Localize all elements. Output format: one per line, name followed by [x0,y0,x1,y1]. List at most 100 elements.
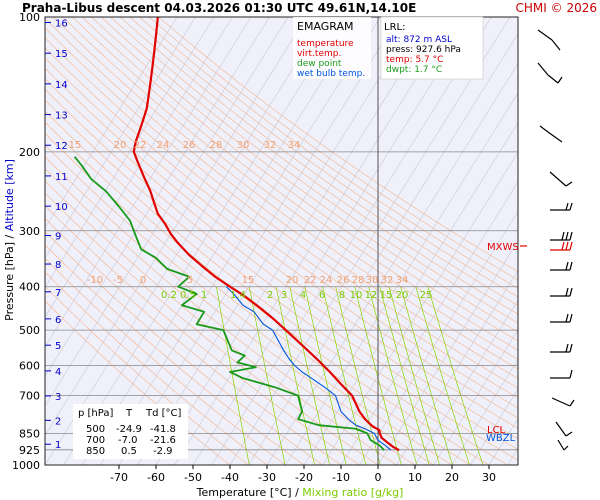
wind-barb [555,421,573,437]
dry-adiabat-label: 28 [352,275,365,286]
x-axis-mixing-label: Mixing ratio [g/kg] [302,486,403,499]
temperature-tick-label: 30 [482,471,496,484]
profile-series [73,17,400,452]
legend-item-temperature: temperature [297,39,354,49]
temperature-tick-label: -20 [295,471,313,484]
wind-barb [550,261,573,271]
x-axis-separator: / [292,486,303,499]
isotherm-line [526,17,600,465]
pressure-tick-label: 600 [19,360,40,373]
dry-adiabat-line [72,17,518,351]
dry-adiabat-line [129,17,518,298]
dry-adiabat-line [45,67,518,429]
pressure-tick-label: 400 [19,281,40,294]
dry-adiabat-label: 0 [140,275,146,286]
mixing-ratio-label: 12 [365,290,378,301]
legend-item-wet-bulb: wet bulb temp. [297,69,365,79]
mixing-ratio-label: 1 [201,290,207,301]
dry-adiabat-label: 24 [320,275,333,286]
altitude-tick-label: 14 [55,80,68,91]
wind-barb [557,439,569,451]
pressure-tick-label: 700 [19,390,40,403]
lrl-pressure: press: 927.6 hPa [386,45,461,55]
altitude-tick-label: 16 [55,19,68,30]
isotherm-line [155,17,437,465]
mixing-ratio-label: 15 [380,290,393,301]
dry-adiabat-line [100,17,518,324]
pressure-tick-label: 925 [19,444,40,457]
temperature-tick-label: 20 [445,471,459,484]
table-row-850-td: -2.9 [153,446,173,457]
copyright-text: CHMI © 2026 [516,1,597,15]
dry-adiabat-label: 15 [242,275,255,286]
lrl-temperature: temp: 5.7 °C [386,55,443,65]
temperature-tick-label: 0 [375,471,382,484]
dry-adiabat-label: 22 [304,275,317,286]
wind-barb [550,313,573,323]
isotherm-line [174,17,455,465]
isotherm-line [266,62,518,465]
table-header-p: p [hPa] [78,408,113,419]
dry-adiabat-label: -10 [87,275,103,286]
altitude-tick-label: 4 [55,367,61,378]
x-axis-label: Temperature [°C] / Mixing ratio [g/kg] [196,486,404,499]
wind-barb [537,29,561,51]
plot-frame [44,16,519,466]
mixing-ratio-label: 1.4 [230,290,246,301]
temperature-tick-label: -40 [221,471,239,484]
pressure-tick-label: 500 [19,324,40,337]
dry-adiabat-line [148,17,518,281]
temperature-tick-label: -10 [332,471,350,484]
wind-barb [550,369,573,379]
wind-barb [550,241,573,251]
mixing-ratio-label: 20 [396,290,409,301]
lcl-marker: LCL [487,425,506,436]
wind-barb-column [537,29,575,451]
pressure-ticks: 100 200 300 400 500 600 700 850 925 1000 [12,11,40,472]
isotherm-line [414,299,518,465]
mixing-ratio-label: 10 [350,290,363,301]
dry-adiabat-label: 30 [237,140,250,151]
dry-adiabat-line [45,37,518,399]
isotherm-line [45,17,252,348]
altitude-tick-label: 11 [55,172,68,183]
temperature-tick-label: 10 [408,471,422,484]
wind-barb [550,202,573,211]
isotherm-line [45,17,178,229]
altitude-tick-label: 2 [55,416,61,427]
dry-adiabat-label: 15 [69,140,82,151]
dry-adiabat-line [45,17,518,379]
y-axis-separator: / [3,231,16,242]
dry-adiabat-label: 32 [381,275,394,286]
isotherm-line [563,17,600,465]
altitude-tick-label: 10 [55,202,68,213]
isotherm-line [229,17,511,465]
dry-adiabat-label: 24 [157,140,170,151]
dry-adiabat-label: 30 [366,275,379,286]
wind-barb [550,343,573,353]
dry-adiabat-label: 34 [288,140,301,151]
lrl-dewpoint: dwpt: 1.7 °C [386,65,442,75]
dry-adiabat-label: 26 [183,140,196,151]
temperature-tick-label: -50 [184,471,202,484]
legend-box [293,17,371,79]
table-row-500-t: -24.9 [116,424,142,435]
series-line-temperature [132,17,400,452]
isotherm-line [507,447,518,465]
dry-adiabat-line [110,17,518,315]
pressure-tick-label: 850 [19,427,40,440]
isotherm-line [303,122,518,465]
isotherm-line [470,388,518,465]
dry-adiabat-label: 20 [286,275,299,286]
isotherm-line [322,151,518,465]
altitude-tick-label: 7 [55,288,61,299]
wind-barb [551,397,575,407]
dry-adiabat-line [45,47,518,409]
dry-adiabat-line [158,17,518,273]
isotherm-line [211,17,492,465]
isotherm-line [45,17,215,288]
isotherm-line [45,17,307,436]
dry-adiabat-line [120,17,518,306]
wind-barb [550,231,573,241]
